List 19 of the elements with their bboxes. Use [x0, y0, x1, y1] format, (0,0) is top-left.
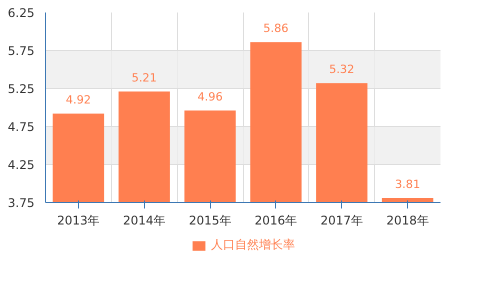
data-label: 5.21 [132, 70, 157, 85]
data-label: 4.96 [197, 90, 223, 104]
y-tick-label: 4.75 [8, 120, 34, 134]
y-tick-label: 5.25 [8, 82, 34, 96]
data-label: 4.92 [66, 92, 92, 107]
y-tick-label: 4.25 [8, 158, 34, 172]
data-label: 3.81 [394, 176, 420, 191]
y-tick-label: 3.75 [8, 196, 34, 210]
y-tick-label: 6.25 [8, 6, 34, 20]
y-tick-label: 5.75 [8, 44, 34, 58]
x-tick-label: 2015年 [188, 214, 232, 228]
x-tick-label: 2017年 [320, 214, 364, 228]
data-label: 5.32 [329, 62, 354, 76]
legend-label: 人口自然增长率 [211, 236, 295, 254]
x-tick-label: 2014年 [122, 214, 166, 228]
x-tick-label: 2016年 [254, 214, 298, 228]
x-tick-label: 2018年 [386, 214, 429, 228]
data-label: 5.86 [263, 21, 289, 36]
x-tick-label: 2013年 [57, 214, 100, 228]
